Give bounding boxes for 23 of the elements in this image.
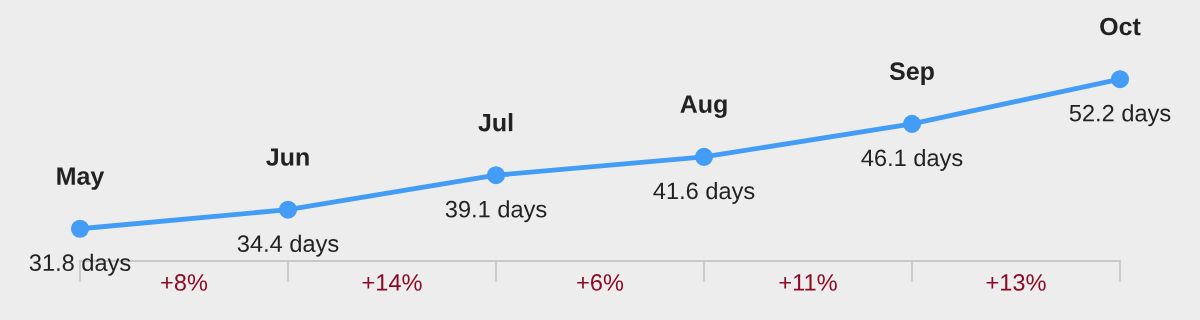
x-tick-label: Sep xyxy=(889,62,934,86)
point xyxy=(70,219,90,238)
data-label: 39.1 days xyxy=(445,200,547,223)
point xyxy=(1110,70,1130,89)
text: +11% xyxy=(779,274,837,291)
text: +8% xyxy=(161,274,208,291)
x-tick-label: May xyxy=(57,167,105,190)
x-tick-label: Jul xyxy=(478,113,513,132)
point xyxy=(278,200,298,219)
text: +6% xyxy=(577,274,624,291)
data-label: 34.4 days xyxy=(237,234,339,257)
text: +14% xyxy=(362,274,422,291)
data-label: 52.2 days xyxy=(1069,104,1171,127)
data-label: 31.8 days xyxy=(29,253,131,276)
text: +13% xyxy=(986,274,1046,291)
point xyxy=(902,114,922,133)
x-tick-label: Oct xyxy=(1100,17,1141,36)
x-tick-label: Aug xyxy=(680,95,727,118)
x-tick-label: Jun xyxy=(266,148,309,166)
point xyxy=(694,147,714,166)
data-label: 46.1 days xyxy=(861,148,963,171)
point xyxy=(486,166,506,185)
data-label: 41.6 days xyxy=(653,181,755,204)
